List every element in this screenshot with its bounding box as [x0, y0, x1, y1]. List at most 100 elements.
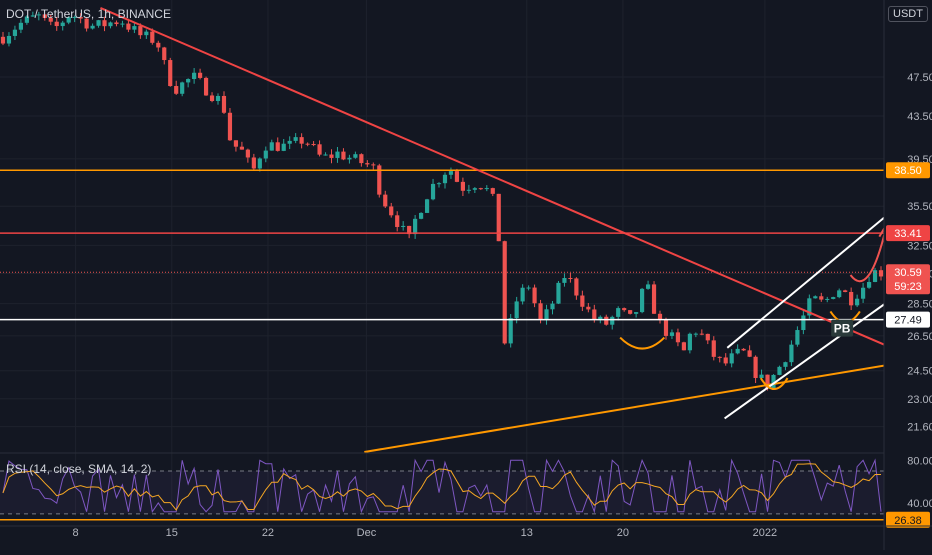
candle-body — [819, 296, 824, 300]
candle-body — [723, 357, 728, 364]
candle-body — [245, 149, 250, 158]
candle-body — [825, 298, 830, 300]
candle-body — [562, 278, 567, 283]
level-badge: 33.41 — [894, 228, 922, 240]
candle-body — [174, 86, 179, 94]
candle-body — [448, 171, 454, 175]
price-axis[interactable]: 21.6023.0024.5026.5028.5030.5032.5035.50… — [883, 0, 932, 550]
candle-body — [281, 143, 286, 151]
candle-body — [669, 332, 675, 336]
candle-body — [413, 218, 418, 235]
candle-body — [221, 95, 227, 113]
rsi-title: RSI (14, close, SMA, 14, 2) — [6, 462, 152, 476]
time-axis[interactable]: 8 15 22 Dec 13 20 2022 — [0, 525, 932, 539]
candle-body — [78, 17, 83, 19]
candle-body — [120, 23, 125, 25]
grid — [0, 0, 884, 516]
candle-body — [747, 350, 752, 357]
candle-body — [580, 295, 585, 307]
candle-body — [711, 340, 716, 357]
projection-arrow — [849, 230, 887, 283]
candle-body — [645, 284, 651, 289]
candle-body — [759, 374, 764, 378]
candle-body — [783, 362, 788, 367]
candle-body — [341, 151, 346, 160]
candle-body — [592, 309, 597, 320]
price-tick-label: 26.50 — [907, 331, 932, 343]
candle-body — [305, 143, 310, 145]
candle-body — [48, 17, 53, 22]
candle-body — [472, 188, 477, 190]
candle-body — [317, 144, 322, 155]
candle-body — [705, 333, 710, 341]
time-tick-label: Dec — [357, 527, 377, 539]
candle-body — [777, 366, 782, 375]
cup-arc — [759, 377, 789, 391]
countdown-badge: 59:23 — [894, 281, 922, 293]
candle-body — [616, 308, 621, 317]
time-tick-label: 13 — [521, 527, 533, 539]
time-tick-label: 15 — [166, 527, 178, 539]
candle-body — [544, 309, 549, 320]
candle-body — [622, 308, 627, 311]
candle-body — [335, 151, 340, 158]
level-badge-bg — [886, 311, 930, 328]
candle-body — [855, 298, 860, 306]
candle-body — [239, 146, 244, 150]
candle-body — [96, 20, 101, 26]
candle-body — [430, 183, 436, 200]
candle-body — [735, 348, 740, 354]
candle-body — [628, 310, 633, 314]
price-tick-label: 28.50 — [907, 299, 932, 311]
candle-body — [837, 290, 842, 298]
candle-body — [586, 306, 591, 310]
candle-body — [233, 140, 239, 147]
candle-body — [383, 194, 388, 207]
candle-body — [0, 36, 6, 44]
candle-body — [42, 14, 47, 18]
candle-body — [795, 330, 800, 345]
candle-body — [359, 154, 364, 164]
candle-body — [604, 316, 609, 325]
candle-body — [687, 333, 692, 351]
trendline-channel-lower — [724, 292, 901, 420]
candle-body — [203, 77, 209, 96]
candle-body — [813, 296, 818, 299]
candle-body — [293, 137, 298, 141]
candle-body — [66, 17, 71, 23]
candle-body — [717, 356, 722, 358]
candle-body — [329, 154, 334, 158]
candle-body — [849, 291, 854, 306]
candle-body — [108, 22, 113, 27]
candle-body — [753, 356, 758, 378]
candle-body — [866, 281, 872, 288]
level-badge-bg — [886, 162, 930, 179]
candle-body — [436, 183, 442, 185]
pb-label: PB — [834, 322, 851, 336]
candle-body — [878, 270, 884, 277]
cup-arc — [619, 336, 666, 350]
chart-title: DOT / TetherUS, 1h, BINANCE — [6, 7, 171, 21]
last-price-badge-bg — [886, 264, 930, 281]
trendline-descending-resistance — [100, 7, 929, 365]
candle-body — [377, 165, 382, 195]
candle-body — [514, 301, 519, 319]
time-tick-label: 20 — [617, 527, 629, 539]
candle-body — [371, 164, 376, 166]
horizontal-levels — [0, 169, 884, 321]
candle-body — [610, 316, 615, 325]
countdown-badge-bg — [886, 278, 930, 295]
candle-body — [192, 72, 197, 80]
candle-body — [353, 154, 358, 158]
currency-button[interactable]: USDT — [888, 6, 928, 22]
candle-body — [347, 157, 352, 160]
candle-body — [150, 31, 155, 43]
candle-body — [454, 171, 460, 182]
candle-body — [12, 29, 18, 36]
candle-body — [257, 158, 262, 169]
rsi-tick-label: 80.00 — [907, 455, 932, 467]
candle-body — [209, 95, 215, 102]
trendline-channel-upper — [726, 209, 895, 349]
